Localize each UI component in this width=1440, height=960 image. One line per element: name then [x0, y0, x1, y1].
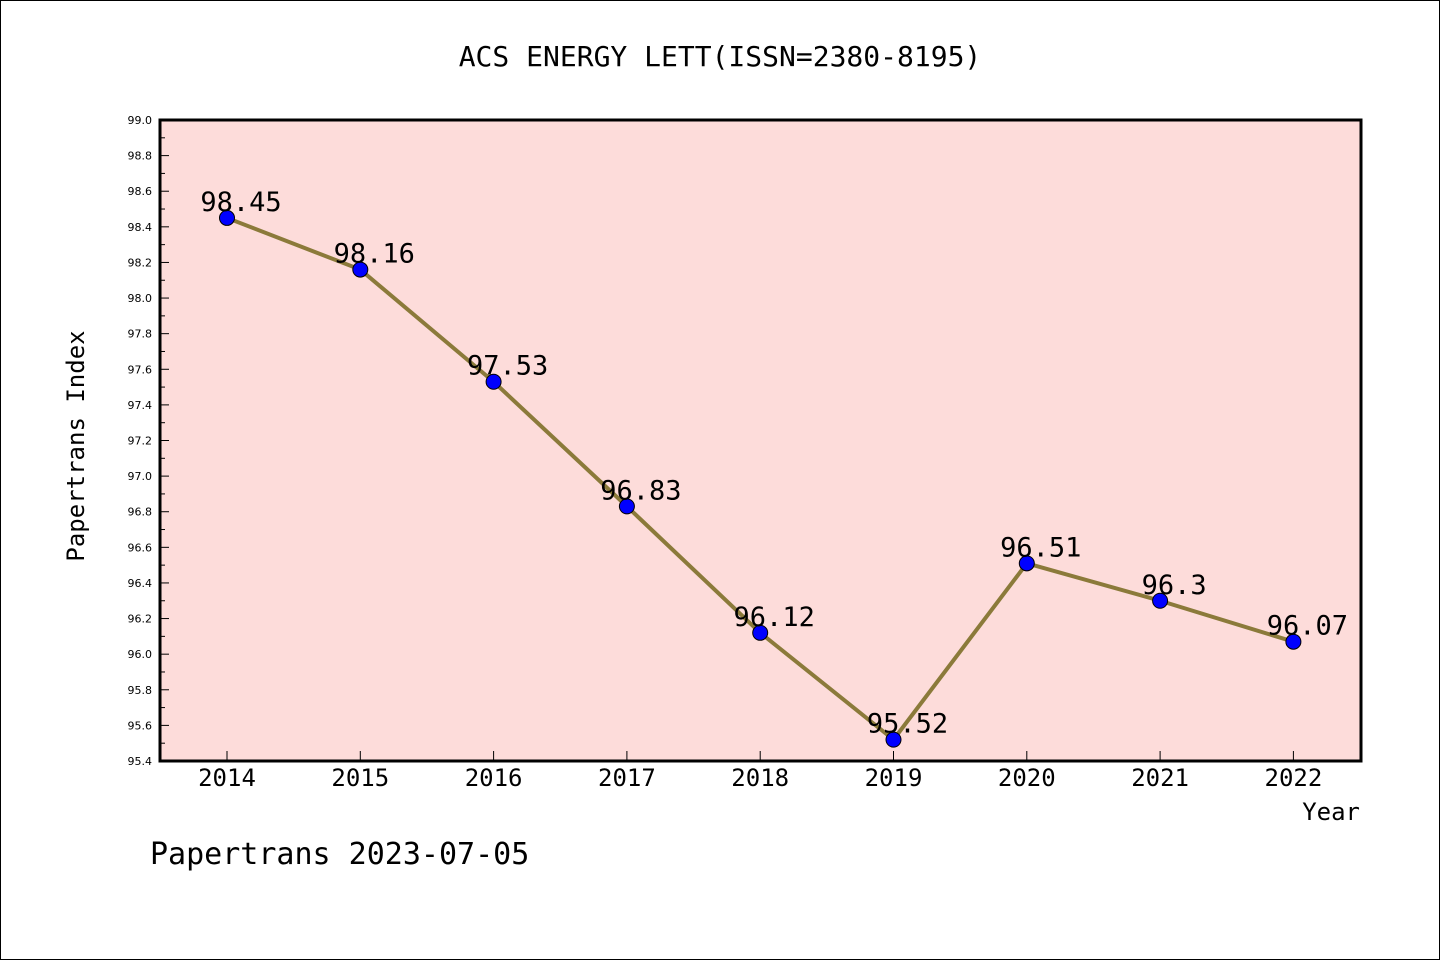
- y-tick-label: 95.4: [128, 755, 153, 768]
- y-tick-label: 98.0: [128, 292, 153, 305]
- data-label: 96.51: [1000, 532, 1081, 563]
- x-tick-label: 2014: [198, 764, 256, 792]
- y-axis: 95.4 95.6 95.8 96.0 96.2 96.4 96.6 96.8 97.0 97.2…: [128, 114, 169, 768]
- y-tick-label: 98.2: [128, 256, 153, 269]
- x-tick-label: 2019: [865, 764, 923, 792]
- series-line: 98.45 98.16 97.53 96.83 96.12 95.52 96.51 96.3 9…: [200, 187, 1348, 748]
- y-tick-label: 96.2: [128, 613, 153, 626]
- y-tick-label: 96.4: [128, 577, 153, 590]
- data-point: [1285, 633, 1302, 650]
- x-tick-label: 2015: [331, 764, 389, 792]
- plot-area: [158, 118, 1363, 763]
- y-tick-label: 96.6: [128, 541, 153, 554]
- y-tick-label: 97.8: [128, 328, 153, 341]
- data-label: 96.83: [600, 475, 681, 506]
- data-label: 95.52: [867, 709, 948, 740]
- data-point: [885, 731, 902, 748]
- y-tick-label: 96.0: [128, 648, 153, 661]
- y-tick-label: 95.6: [128, 719, 153, 732]
- data-label: 96.3: [1142, 570, 1207, 601]
- y-tick-label: 99.0: [128, 114, 153, 127]
- data-label: 98.45: [200, 187, 281, 218]
- data-point: [752, 624, 769, 641]
- data-point: [219, 209, 235, 226]
- y-tick-label: 98.8: [128, 150, 153, 163]
- y-tick-label: 98.6: [128, 185, 153, 198]
- y-tick-label: 96.8: [128, 506, 153, 519]
- data-point: [1018, 555, 1035, 572]
- y-tick-label: 97.6: [128, 363, 153, 376]
- y-tick-label: 95.8: [128, 684, 153, 697]
- x-tick-label: 2022: [1265, 764, 1323, 792]
- x-tick-label: 2016: [465, 764, 523, 792]
- chart-title: ACS ENERGY LETT(ISSN=2380-8195): [459, 40, 982, 73]
- x-tick-label: 2021: [1131, 764, 1189, 792]
- y-tick-label: 97.2: [128, 435, 153, 448]
- y-tick-label: 97.4: [128, 399, 153, 412]
- y-tick-label: 97.0: [128, 470, 153, 483]
- data-point: [1152, 592, 1169, 609]
- data-label: 97.53: [467, 351, 548, 382]
- data-label: 96.12: [734, 602, 815, 633]
- x-tick-label: 2017: [598, 764, 656, 792]
- data-point: [485, 373, 502, 390]
- x-tick-label: 2018: [731, 764, 789, 792]
- y-axis-label: Papertrans Index: [62, 330, 90, 561]
- data-label: 98.16: [334, 239, 415, 270]
- data-point: [352, 261, 369, 278]
- x-tick-label: 2020: [998, 764, 1056, 792]
- y-tick-label: 98.4: [128, 221, 153, 234]
- x-axis-label: Year: [1302, 798, 1360, 826]
- data-point: [618, 498, 635, 515]
- footer-date: Papertrans 2023-07-05: [150, 837, 529, 872]
- data-label: 96.07: [1267, 611, 1348, 642]
- x-axis: 2014 2015 2016 2017 2018 2019 2020 2021 2022: [198, 751, 1322, 792]
